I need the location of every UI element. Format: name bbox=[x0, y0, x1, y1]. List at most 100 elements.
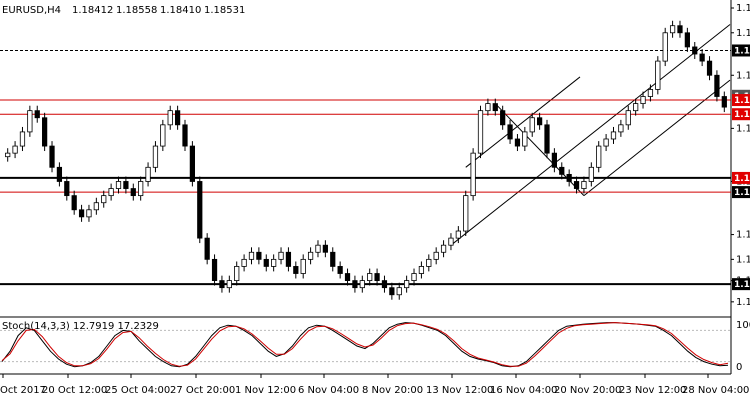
candle-down bbox=[352, 280, 358, 289]
price-tags: 1.1 1.1 1.1 1.1 1.1 1.1 1.1 bbox=[732, 44, 750, 291]
candle-up bbox=[596, 145, 602, 168]
candle-up bbox=[86, 209, 92, 218]
candle-down bbox=[566, 173, 572, 182]
y-tick-label: 1.1 bbox=[736, 123, 750, 134]
main-panel-bg bbox=[0, 0, 731, 317]
candle-down bbox=[500, 110, 506, 126]
candle-down bbox=[71, 195, 77, 211]
x-tick-label: 20 Oct 12:00 bbox=[42, 385, 107, 396]
y-tick-label: 1.1 bbox=[736, 3, 750, 14]
candle-up bbox=[455, 230, 461, 239]
candle-down bbox=[492, 103, 498, 112]
candle-down bbox=[130, 188, 136, 197]
ohlc-high: 1.18558 bbox=[116, 5, 157, 16]
candle-down bbox=[699, 53, 705, 62]
candle-up bbox=[359, 280, 365, 289]
candle-down bbox=[337, 266, 343, 274]
candle-down bbox=[49, 145, 55, 168]
candle-up bbox=[448, 237, 454, 246]
x-tick-label: 28 Nov 04:00 bbox=[682, 385, 749, 396]
main-price-panel bbox=[0, 0, 732, 375]
candle-up bbox=[588, 166, 594, 182]
candle-down bbox=[189, 145, 196, 182]
y-tick-label: 1.1 bbox=[736, 297, 750, 308]
candle-down bbox=[544, 124, 550, 154]
candle-down bbox=[684, 32, 690, 48]
ohlc-open: 1.18412 bbox=[72, 5, 113, 16]
candle-down bbox=[330, 251, 336, 267]
candle-up bbox=[440, 244, 447, 253]
candle-down bbox=[174, 110, 181, 126]
candle-down bbox=[559, 166, 565, 175]
trend-channel bbox=[450, 24, 731, 246]
x-tick-label: 8 Nov 20:00 bbox=[362, 385, 423, 396]
x-tick-label: Oct 2017 bbox=[0, 385, 46, 396]
candle-down bbox=[285, 251, 292, 267]
candle-up bbox=[241, 258, 247, 267]
candle-down bbox=[197, 181, 203, 239]
candle-up bbox=[300, 258, 306, 274]
candle-up bbox=[101, 195, 107, 204]
candle-down bbox=[211, 258, 218, 281]
price-tag-label: 1.1 bbox=[734, 46, 750, 56]
candle-down bbox=[514, 138, 521, 147]
stochastic-panel: 100 0 bbox=[0, 320, 750, 373]
x-tick-label: 27 Oct 20:00 bbox=[170, 385, 235, 396]
y-tick-label: 1.1 bbox=[736, 70, 750, 81]
channel-line-middle bbox=[583, 79, 731, 197]
candle-up bbox=[477, 110, 484, 154]
channel-line-lower bbox=[450, 24, 731, 246]
candle-up bbox=[618, 124, 624, 133]
x-tick-label: 16 Nov 04:00 bbox=[490, 385, 557, 396]
candle-up bbox=[19, 131, 26, 147]
price-tag-bg bbox=[732, 186, 750, 199]
candle-up bbox=[662, 32, 668, 62]
candle-up bbox=[145, 166, 151, 182]
candle-up bbox=[529, 117, 535, 133]
candle-up bbox=[115, 181, 122, 189]
stoch-signal-line bbox=[1, 322, 729, 367]
candle-up bbox=[315, 244, 321, 253]
candle-down bbox=[293, 266, 299, 274]
candle-up bbox=[411, 273, 417, 281]
candle-down bbox=[381, 280, 388, 289]
candle-down bbox=[721, 96, 727, 108]
candle-down bbox=[389, 287, 395, 296]
price-tag-bg bbox=[732, 94, 750, 107]
candle-up bbox=[418, 266, 425, 274]
candle-down bbox=[507, 124, 513, 140]
candle-up bbox=[625, 110, 631, 126]
price-tag-label: 1.1 bbox=[734, 174, 750, 184]
y-tick-label: 1.1 bbox=[736, 254, 750, 265]
candle-up bbox=[367, 273, 373, 281]
candle-up bbox=[271, 258, 277, 267]
candle-up bbox=[404, 280, 410, 289]
price-tag-label: 1.1 bbox=[734, 188, 750, 198]
price-tag-bg bbox=[732, 108, 750, 121]
ohlc-low: 1.18410 bbox=[160, 5, 201, 16]
channel-line-upper bbox=[465, 76, 581, 168]
price-levels bbox=[0, 49, 731, 286]
candle-down bbox=[182, 124, 188, 147]
candles bbox=[5, 20, 727, 300]
symbol-label: EURUSD,H4 bbox=[2, 5, 61, 16]
candle-up bbox=[307, 251, 314, 260]
candle-down bbox=[78, 209, 85, 218]
candle-up bbox=[12, 145, 18, 154]
candle-down bbox=[219, 280, 225, 289]
price-tag-label: 1.1 bbox=[734, 280, 750, 290]
candle-down bbox=[677, 25, 683, 34]
candle-up bbox=[603, 138, 609, 147]
candle-down bbox=[322, 244, 328, 253]
candle-up bbox=[470, 152, 476, 197]
candle-up bbox=[5, 152, 11, 158]
x-tick-label: 25 Oct 04:00 bbox=[105, 385, 170, 396]
x-tick-label: 20 Nov 20:00 bbox=[554, 385, 621, 396]
x-tick-label: 23 Nov 12:00 bbox=[619, 385, 686, 396]
price-tag-bg bbox=[732, 278, 750, 291]
price-tag-label: 1.1 bbox=[734, 96, 750, 106]
candle-down bbox=[344, 273, 351, 281]
candle-down bbox=[263, 258, 269, 267]
candle-up bbox=[655, 60, 661, 90]
